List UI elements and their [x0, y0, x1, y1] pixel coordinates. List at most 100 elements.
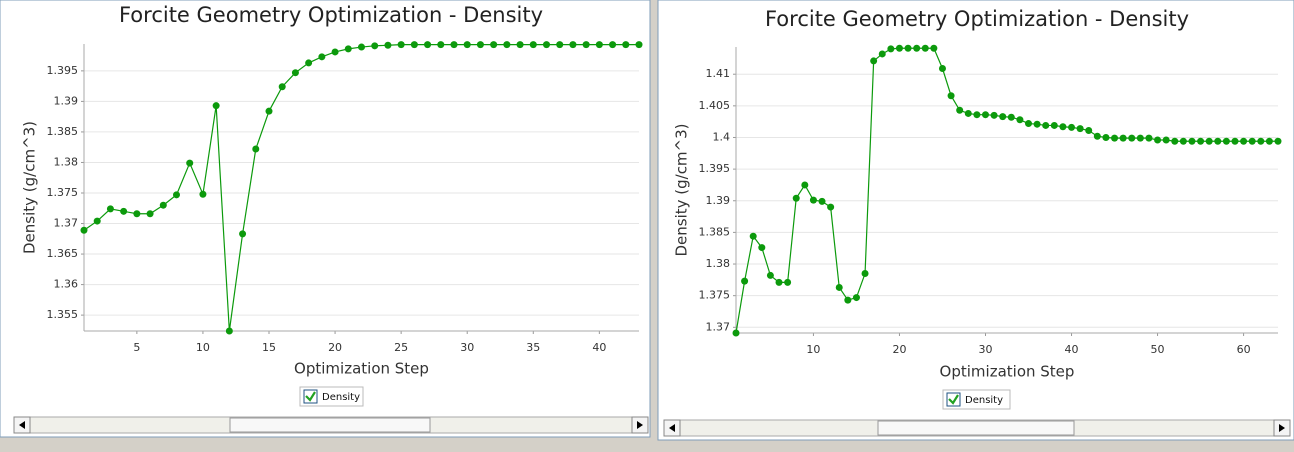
data-point — [186, 159, 194, 167]
data-point — [792, 194, 800, 202]
data-point — [1111, 134, 1119, 142]
data-point — [291, 69, 299, 77]
y-axis-title: Density (g/cm^3) — [21, 121, 39, 254]
y-axis-title: Density (g/cm^3) — [673, 123, 691, 256]
data-point — [1240, 137, 1248, 145]
x-tick-label: 40 — [592, 341, 606, 354]
legend[interactable]: Density — [299, 386, 364, 407]
data-point — [490, 41, 498, 49]
data-point — [1171, 137, 1179, 145]
data-point — [947, 92, 955, 100]
right-scrollbar[interactable] — [663, 419, 1291, 437]
x-tick-label: 25 — [394, 341, 408, 354]
data-point — [1119, 134, 1127, 142]
y-tick-label: 1.39 — [706, 194, 731, 207]
x-tick-label: 20 — [892, 343, 906, 356]
y-tick-label: 1.39 — [54, 94, 79, 107]
data-point — [120, 207, 128, 215]
data-point — [852, 294, 860, 302]
data-point — [1093, 132, 1101, 140]
data-point — [569, 41, 577, 49]
data-point — [1205, 137, 1213, 145]
data-point — [424, 41, 432, 49]
x-tick-label: 35 — [526, 341, 540, 354]
data-point — [1068, 123, 1076, 131]
y-tick-label: 1.395 — [47, 64, 79, 77]
data-point — [1214, 137, 1222, 145]
y-tick-label: 1.38 — [706, 257, 731, 270]
data-point — [784, 278, 792, 286]
data-point — [397, 41, 405, 49]
data-point — [1016, 116, 1024, 124]
data-point — [344, 45, 352, 53]
y-tick-label: 1.355 — [47, 308, 79, 321]
data-point — [1274, 137, 1282, 145]
data-point — [463, 41, 471, 49]
x-axis-title: Optimization Step — [294, 360, 429, 378]
data-point — [371, 42, 379, 50]
data-point — [1154, 136, 1162, 144]
data-point — [1188, 137, 1196, 145]
data-point — [199, 190, 207, 198]
data-point — [582, 41, 590, 49]
y-tick-label: 1.37 — [54, 217, 79, 230]
data-point — [1197, 137, 1205, 145]
data-point — [1257, 137, 1265, 145]
y-tick-label: 1.38 — [54, 155, 79, 168]
data-point — [990, 111, 998, 119]
legend-label[interactable]: Density — [965, 395, 1003, 406]
data-point — [1248, 137, 1256, 145]
data-point — [106, 205, 114, 213]
data-point — [1050, 121, 1058, 129]
data-point — [318, 53, 326, 61]
left-scrollbar[interactable] — [13, 416, 649, 434]
data-point — [516, 41, 524, 49]
data-point — [1042, 121, 1050, 129]
legend-check[interactable] — [305, 391, 316, 402]
data-point — [938, 65, 946, 73]
legend[interactable]: Density — [942, 389, 1011, 410]
data-point — [775, 278, 783, 286]
data-point — [1128, 134, 1136, 142]
data-point — [595, 41, 603, 49]
data-point — [265, 107, 273, 115]
data-point — [476, 41, 484, 49]
data-point — [827, 203, 835, 211]
data-point — [635, 41, 643, 49]
data-point — [93, 217, 101, 225]
legend-check[interactable] — [948, 394, 959, 405]
data-point — [904, 44, 912, 52]
data-point — [503, 41, 511, 49]
y-tick-label: 1.375 — [47, 186, 79, 199]
data-point — [973, 111, 981, 119]
chart: Forcite Geometry Optimization - Density O… — [673, 7, 1282, 410]
y-tick-label: 1.36 — [54, 278, 79, 291]
data-point — [835, 283, 843, 291]
legend-label[interactable]: Density — [322, 392, 360, 403]
data-point — [331, 48, 339, 56]
data-point — [732, 329, 740, 337]
data-point — [543, 41, 550, 49]
data-line — [735, 47, 1278, 334]
right-panel — [657, 0, 1294, 441]
y-tick-label: 1.395 — [699, 162, 731, 175]
data-point — [913, 44, 921, 52]
data-point — [1145, 134, 1153, 142]
y-tick-label: 1.385 — [699, 225, 731, 238]
data-point — [159, 201, 167, 209]
data-point — [741, 277, 749, 285]
data-point — [878, 50, 886, 58]
x-tick-label: 30 — [978, 343, 992, 356]
chart: Forcite Geometry Optimization - Density O… — [21, 3, 643, 407]
data-point — [766, 271, 774, 279]
data-point — [212, 102, 220, 110]
y-tick-label: 1.4 — [713, 130, 731, 143]
data-point — [1162, 136, 1170, 144]
data-point — [981, 111, 989, 119]
x-tick-label: 30 — [460, 341, 474, 354]
data-point — [964, 109, 972, 117]
x-tick-label: 10 — [196, 341, 210, 354]
data-point — [450, 41, 458, 49]
y-tick-label: 1.37 — [706, 320, 731, 333]
